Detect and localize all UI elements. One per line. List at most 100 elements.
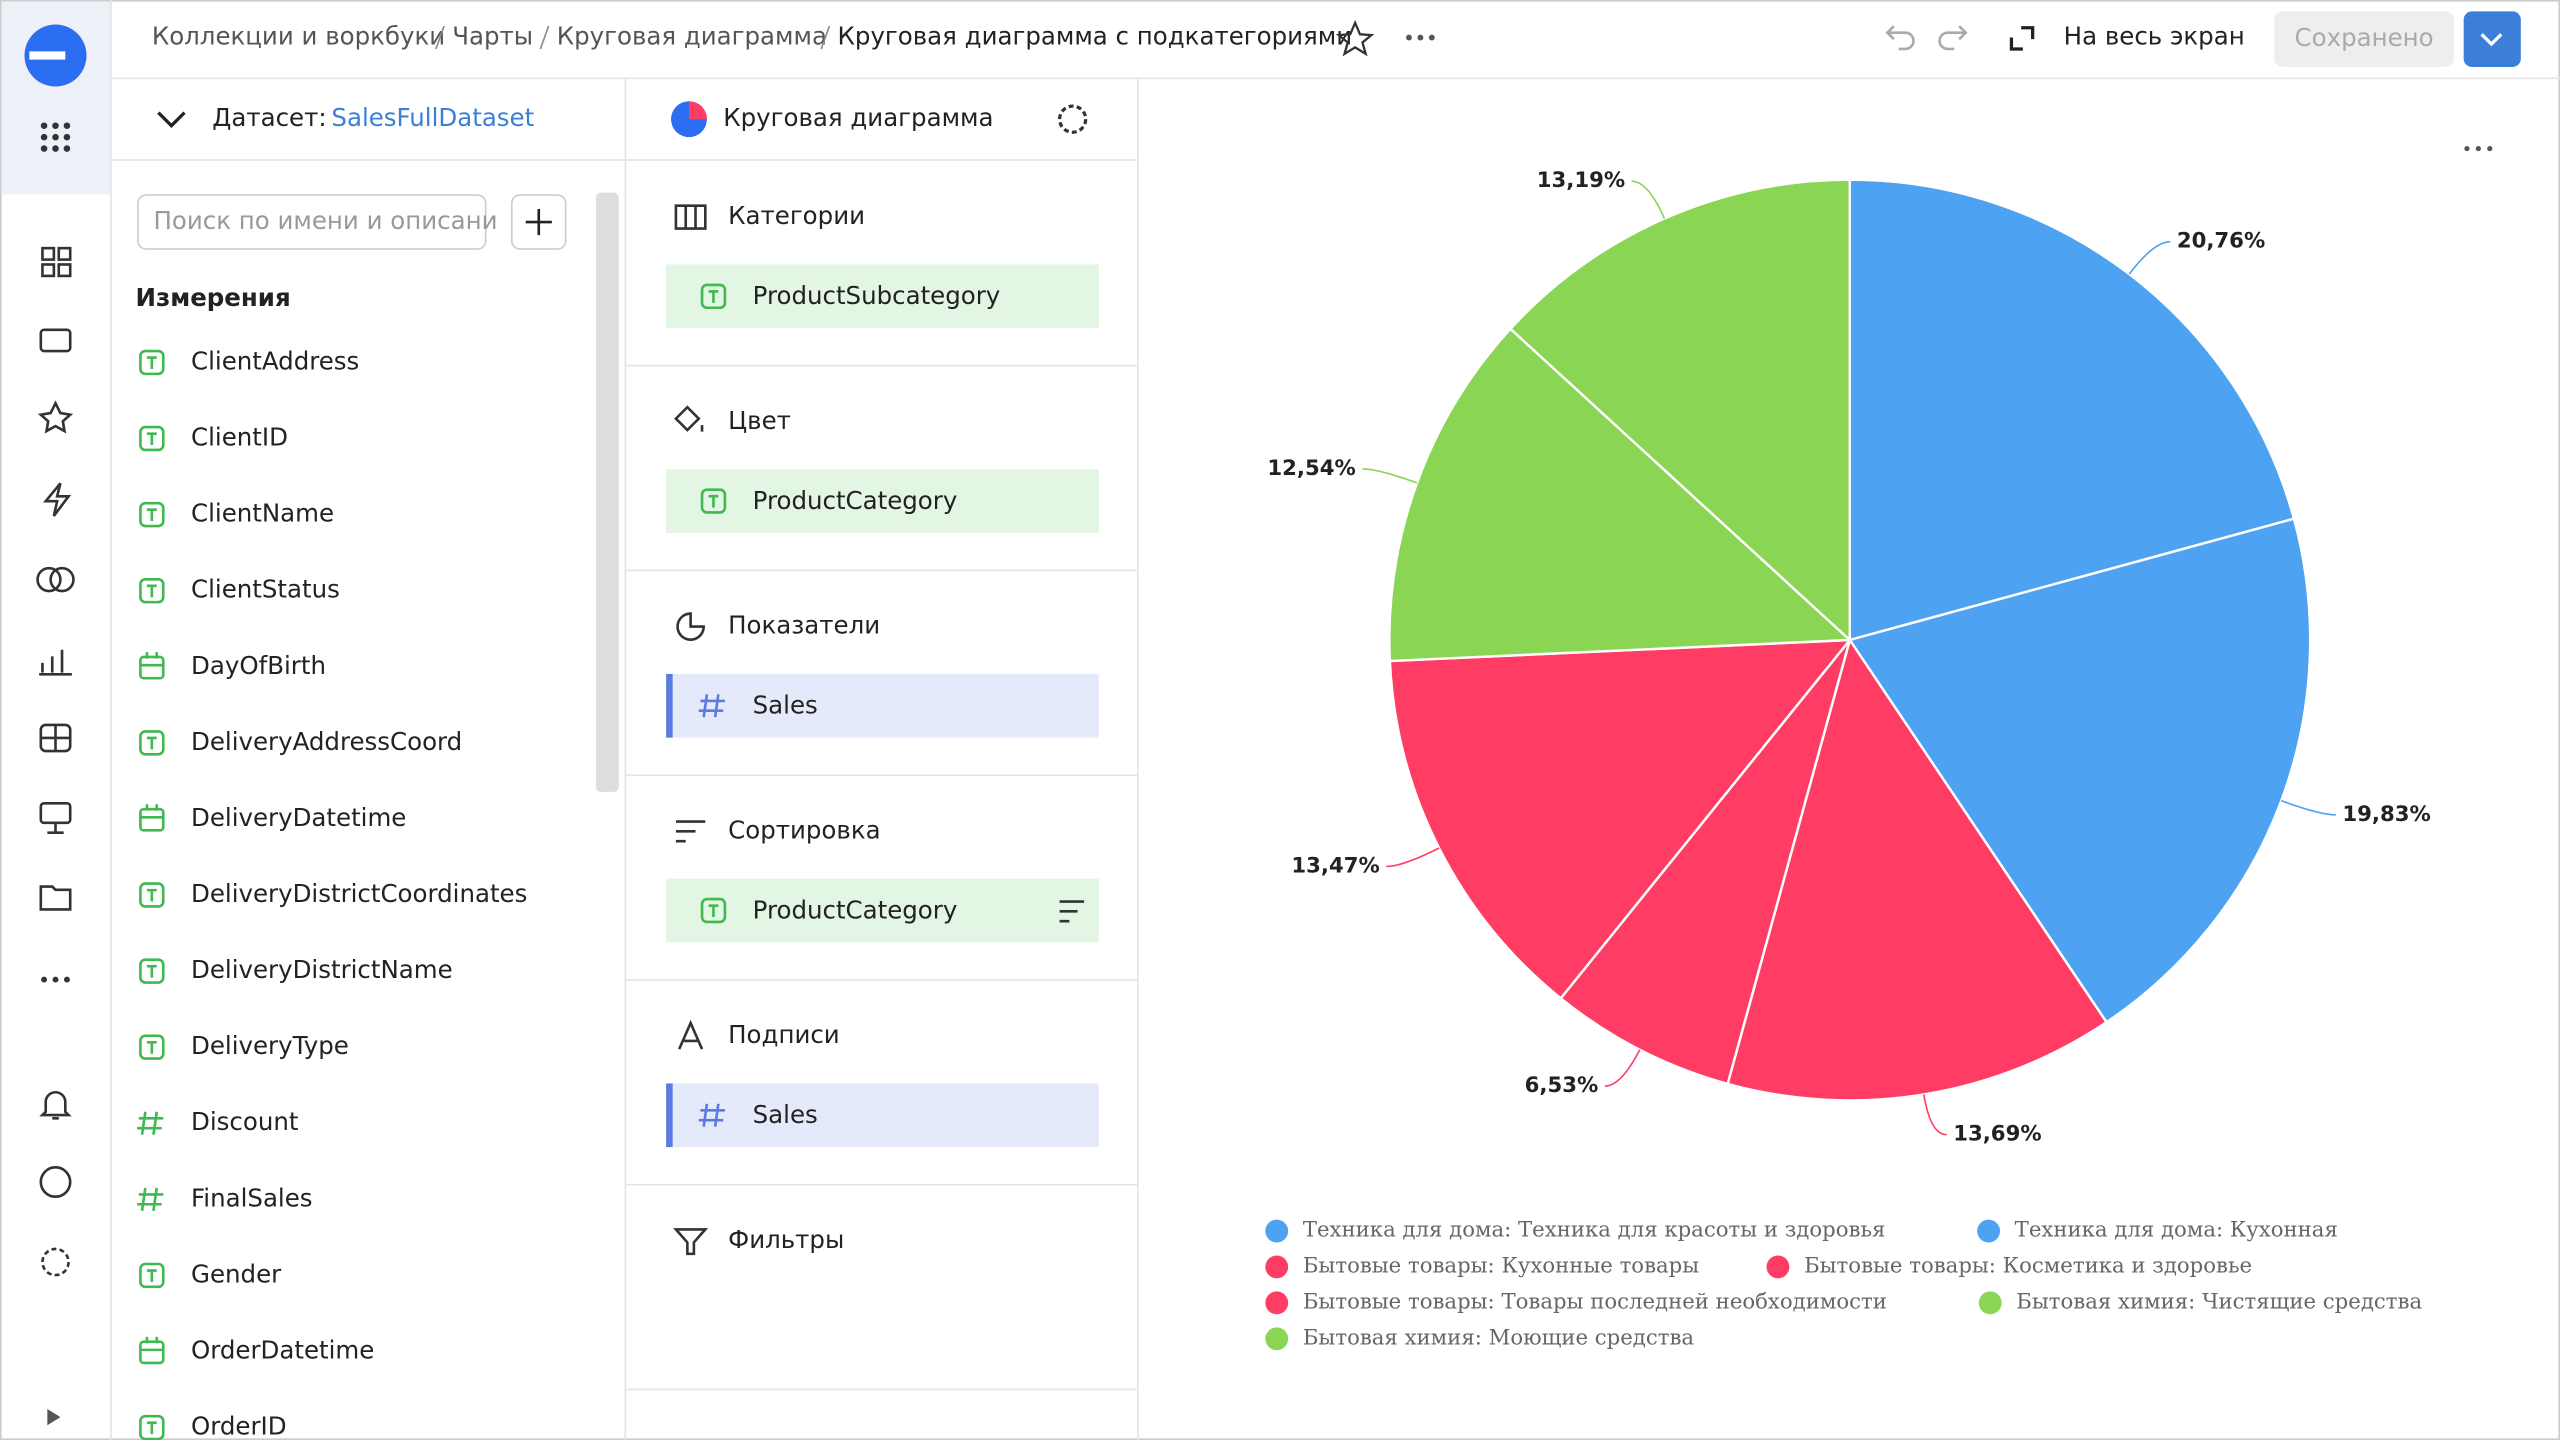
scrollbar[interactable]: [595, 192, 619, 792]
section-icon: [676, 612, 705, 641]
text-icon-glyph: [146, 1269, 157, 1282]
more-icon[interactable]: [1406, 34, 1435, 41]
section-icon: [677, 1019, 704, 1050]
field-pill[interactable]: [666, 878, 1099, 943]
number-icon: [137, 1111, 164, 1135]
field-name[interactable]: DeliveryDistrictName: [191, 955, 453, 984]
label-connector: [1362, 468, 1418, 484]
legend-label[interactable]: Бытовые товары: Кухонные товары: [1303, 1253, 1699, 1278]
text-icon-glyph: [708, 494, 719, 508]
field-name[interactable]: Gender: [191, 1259, 282, 1288]
plus-icon: [525, 208, 552, 236]
field-pill[interactable]: [666, 469, 1099, 533]
data-label: 19,83%: [2342, 802, 2430, 827]
settings-icon[interactable]: [1057, 104, 1088, 134]
text-icon-glyph: [146, 356, 157, 369]
legend-marker: [1766, 1255, 1790, 1279]
save-label: Сохранено: [2295, 23, 2434, 52]
dataset-name[interactable]: SalesFullDataset: [331, 103, 534, 132]
date-icon-line: [140, 652, 164, 667]
pie-slice[interactable]: [1558, 639, 1851, 1086]
field-name[interactable]: ClientName: [191, 499, 334, 528]
data-label: 13,19%: [1537, 168, 1625, 193]
field-name: ProductSubcategory: [753, 281, 1001, 310]
pie-slice[interactable]: [1848, 178, 2296, 642]
field-pill[interactable]: [666, 264, 1099, 329]
breadcrumb[interactable]: Коллекции и воркбуки: [152, 22, 445, 51]
field-name[interactable]: DeliveryAddressCoord: [191, 727, 462, 756]
field-pill[interactable]: [666, 1083, 1099, 1148]
field-pill[interactable]: [666, 673, 1099, 738]
star-icon[interactable]: [1335, 19, 1375, 57]
legend-marker: [1265, 1255, 1289, 1279]
data-label: 20,76%: [2177, 229, 2265, 254]
legend-marker: [1978, 1291, 2002, 1315]
field-name[interactable]: DayOfBirth: [191, 651, 326, 680]
undo-icon[interactable]: [1885, 25, 1915, 51]
text-icon: [139, 1414, 165, 1441]
text-icon-glyph: [146, 508, 157, 522]
field-name[interactable]: Discount: [191, 1107, 299, 1136]
field-name: ProductCategory: [753, 895, 958, 924]
chart-menu[interactable]: [2464, 145, 2493, 152]
save-button[interactable]: [2274, 11, 2454, 67]
field-name[interactable]: ClientID: [191, 423, 288, 452]
field-name[interactable]: DeliveryType: [191, 1031, 349, 1060]
breadcrumb[interactable]: Круговая диаграмма: [557, 22, 827, 51]
label-connector: [1386, 847, 1440, 868]
section-title: Цвет: [728, 406, 791, 435]
date-icon: [139, 1340, 165, 1365]
data-label: 13,47%: [1291, 853, 1379, 878]
fullscreen-button[interactable]: На весь экран: [2064, 22, 2245, 51]
section-title: Измерения: [136, 283, 291, 312]
text-icon: [139, 577, 165, 604]
label-connector: [2280, 799, 2336, 816]
field-name[interactable]: OrderID: [191, 1412, 287, 1441]
section-icon: [675, 820, 706, 843]
field-name: Sales: [753, 1100, 818, 1129]
label-connector: [1631, 180, 1666, 219]
pie-slice[interactable]: [1847, 517, 2312, 1024]
pie-slice[interactable]: [1388, 327, 1853, 663]
field-name[interactable]: DeliveryDistrictCoordinates: [191, 879, 527, 908]
field-name[interactable]: FinalSales: [191, 1183, 313, 1212]
label-connector: [2128, 240, 2171, 275]
field-name[interactable]: OrderDatetime: [191, 1336, 374, 1365]
label-connector: [1604, 1049, 1641, 1087]
pie-slice[interactable]: [1726, 637, 2109, 1102]
breadcrumb-separator: [435, 25, 831, 50]
breadcrumb[interactable]: Чарты: [452, 22, 533, 51]
section-title: Подписи: [728, 1020, 840, 1049]
legend-label[interactable]: Бытовые товары: Товары последней необход…: [1303, 1289, 1887, 1314]
text-icon: [139, 1034, 165, 1060]
text-icon: [139, 958, 165, 984]
text-icon: [700, 283, 727, 310]
data-label: 12,54%: [1267, 456, 1355, 481]
label-connector: [1922, 1094, 1947, 1136]
fullscreen-icon[interactable]: [2009, 26, 2035, 51]
field-name[interactable]: ClientStatus: [191, 575, 340, 604]
legend-marker: [1977, 1219, 2000, 1243]
chevron: [2480, 33, 2503, 47]
section-icon: [674, 405, 704, 432]
search-box[interactable]: [137, 194, 487, 250]
number-icon: [698, 1103, 725, 1127]
legend-label[interactable]: Техника для дома: Техника для красоты и …: [1303, 1218, 1886, 1243]
section-title: Сортировка: [728, 815, 880, 844]
text-icon-glyph: [708, 904, 719, 918]
legend-label[interactable]: Техника для дома: Кухонная: [2015, 1218, 2338, 1243]
sort-icon: [1059, 900, 1085, 923]
redo-icon[interactable]: [1938, 25, 1968, 51]
field-name: ProductCategory: [753, 486, 958, 515]
field-name[interactable]: ClientAddress: [191, 346, 359, 375]
field-name[interactable]: DeliveryDatetime: [191, 803, 406, 832]
legend-label[interactable]: Бытовые товары: Косметика и здоровье: [1804, 1253, 2252, 1278]
section-title: Категории: [728, 201, 865, 230]
chevron[interactable]: [157, 111, 186, 129]
legend-label[interactable]: Бытовая химия: Моющие средства: [1303, 1325, 1695, 1350]
legend-label[interactable]: Бытовая химия: Чистящие средства: [2016, 1289, 2422, 1314]
date-icon: [139, 655, 165, 680]
save-menu[interactable]: [2463, 11, 2521, 67]
data-label: 6,53%: [1525, 1073, 1599, 1098]
section-title: Показатели: [728, 611, 880, 640]
